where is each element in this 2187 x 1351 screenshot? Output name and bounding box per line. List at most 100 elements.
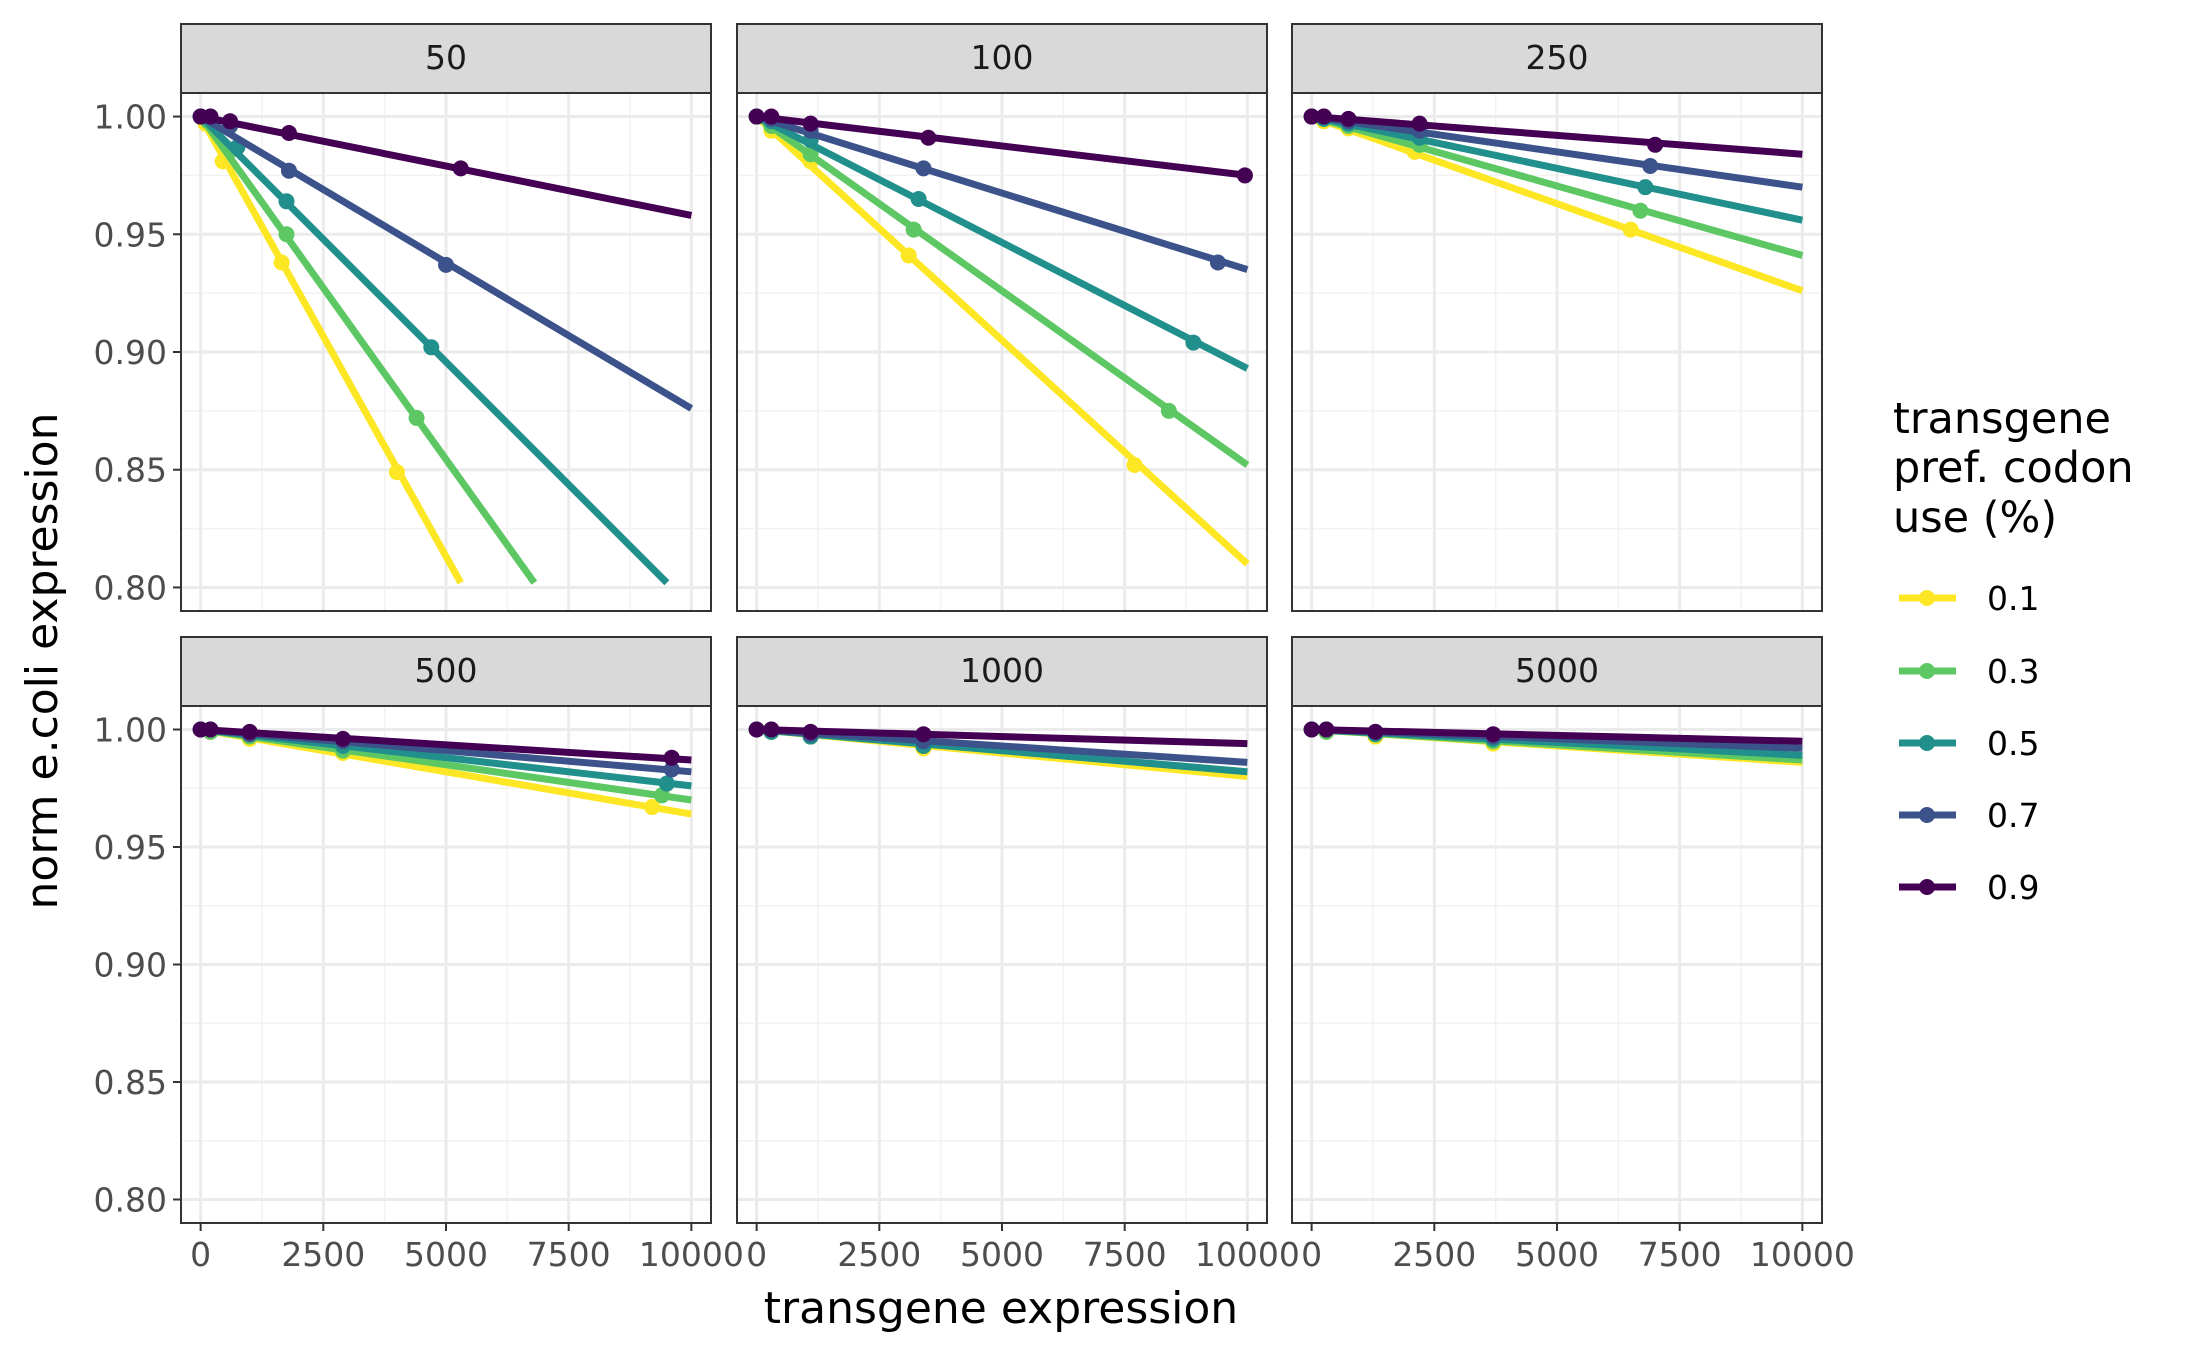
data-point xyxy=(663,749,680,766)
data-point xyxy=(438,256,454,273)
x-tick-label: 7500 xyxy=(1638,1235,1722,1274)
series-0.9 xyxy=(1303,108,1803,158)
panel-50: 50 xyxy=(180,23,712,612)
legend-label: 0.1 xyxy=(1987,579,2039,618)
facet-label: 250 xyxy=(1526,38,1589,77)
x-tick-label: 10000 xyxy=(639,1235,744,1274)
y-tick-label: 0.80 xyxy=(94,568,167,607)
data-point xyxy=(915,726,932,743)
facet-strip xyxy=(180,636,712,707)
data-point xyxy=(1340,110,1357,127)
data-point xyxy=(278,226,295,243)
x-tick-label: 0 xyxy=(746,1235,767,1274)
data-point xyxy=(1647,136,1664,153)
data-point xyxy=(910,190,927,207)
series-line xyxy=(755,113,1249,273)
data-point xyxy=(1622,221,1639,238)
x-tick-label: 0 xyxy=(190,1235,211,1274)
data-point xyxy=(1318,721,1335,738)
legend-entry-0.1: 0.1 xyxy=(1899,579,2039,618)
data-point xyxy=(334,730,351,747)
x-tick-label: 2500 xyxy=(1392,1235,1476,1274)
data-point xyxy=(1485,726,1502,743)
x-tick-label: 0 xyxy=(1301,1235,1322,1274)
facet-panels: 50 100 250 500 1000 5000 xyxy=(180,23,1823,1224)
legend-title-line-3: use (%) xyxy=(1893,493,2057,543)
x-tick-label: 5000 xyxy=(960,1235,1044,1274)
facet-strip xyxy=(180,23,712,94)
facet-label: 50 xyxy=(425,38,467,77)
x-axis-title: transgene expression xyxy=(764,1283,1238,1334)
x-tick-label: 5000 xyxy=(1515,1235,1599,1274)
y-tick-label: 0.95 xyxy=(94,215,167,254)
y-tick-label: 1.00 xyxy=(94,98,167,137)
data-point xyxy=(802,115,819,132)
y-tick-label: 0.90 xyxy=(94,946,167,985)
series-0.9 xyxy=(192,108,693,219)
series-line xyxy=(754,113,1250,567)
series-line xyxy=(1311,113,1803,191)
panel-250: 250 xyxy=(1291,23,1823,612)
legend-label: 0.9 xyxy=(1987,868,2039,907)
data-point xyxy=(1642,157,1659,174)
x-tick-label: 10000 xyxy=(1195,1235,1300,1274)
legend-key-point xyxy=(1919,590,1935,606)
data-point xyxy=(241,723,258,740)
x-tick-label: 7500 xyxy=(527,1235,611,1274)
data-point xyxy=(1632,202,1649,219)
series-line xyxy=(197,114,464,585)
panel-100: 100 xyxy=(736,23,1268,612)
x-tick-label: 5000 xyxy=(404,1235,488,1274)
y-tick-label: 0.85 xyxy=(94,1063,167,1102)
data-point xyxy=(423,339,440,356)
data-point xyxy=(202,721,219,738)
data-point xyxy=(920,129,937,146)
facet-label: 5000 xyxy=(1515,651,1599,690)
series-0.9 xyxy=(748,721,1248,748)
legend-label: 0.3 xyxy=(1987,652,2039,691)
data-point xyxy=(1637,179,1654,196)
y-tick-label: 0.90 xyxy=(94,333,167,372)
y-tick-label: 0.80 xyxy=(94,1181,167,1220)
data-point xyxy=(408,409,425,426)
data-point xyxy=(1185,334,1202,351)
data-point xyxy=(644,799,661,816)
panel-1000: 1000 xyxy=(736,636,1268,1224)
gridlines xyxy=(181,706,711,1223)
legend-entry-0.7: 0.7 xyxy=(1899,796,2039,835)
panel-500: 500 xyxy=(180,636,712,1224)
legend: transgene pref. codon use (%) 0.10.30.50… xyxy=(1893,394,2134,907)
legend-entry-0.5: 0.5 xyxy=(1899,724,2039,763)
gridlines xyxy=(737,93,1267,611)
data-point xyxy=(1126,457,1143,474)
panel-border xyxy=(1291,92,1823,612)
series-0.9 xyxy=(192,721,692,766)
legend-key-point xyxy=(1919,663,1935,679)
y-axis-title: norm e.coli expression xyxy=(17,413,68,910)
data-point xyxy=(273,254,290,271)
legend-key-point xyxy=(1919,879,1935,895)
legend-label: 0.5 xyxy=(1987,724,2039,763)
data-point xyxy=(905,221,922,238)
data-point xyxy=(748,721,765,738)
legend-keys: 0.1 0.3 0.5 0.7 0.9 xyxy=(1899,579,2039,907)
data-point xyxy=(663,761,680,778)
y-tick-label: 0.95 xyxy=(94,828,167,867)
data-point xyxy=(748,108,765,125)
legend-entry-0.9: 0.9 xyxy=(1899,868,2039,907)
facet-label: 100 xyxy=(971,38,1034,77)
series-line xyxy=(1310,113,1804,224)
series-0.9 xyxy=(748,108,1253,184)
panel-5000: 5000 xyxy=(1291,636,1823,1224)
data-point xyxy=(1315,108,1332,125)
data-point xyxy=(222,113,239,130)
series-line xyxy=(756,726,1248,748)
series-line xyxy=(200,726,692,764)
data-point xyxy=(802,723,819,740)
axes: 0.80 0.85 0.90 0.95 1.00 0.80 0.85 0.90 0.95 1.00… xyxy=(94,98,1855,1274)
legend-title-line-2: pref. codon xyxy=(1893,443,2134,493)
x-tick-label: 7500 xyxy=(1083,1235,1167,1274)
data-point xyxy=(452,160,469,177)
data-point xyxy=(763,108,780,125)
